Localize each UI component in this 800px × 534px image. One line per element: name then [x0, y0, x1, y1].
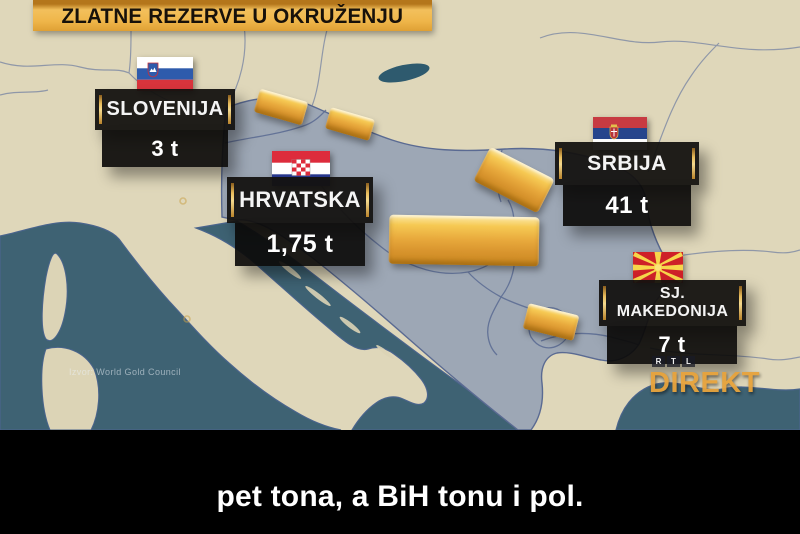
- rtl-letter-block: R: [652, 356, 665, 367]
- rtl-letter-block: L: [682, 356, 695, 367]
- direkt-wordmark: DIREKT: [649, 367, 760, 399]
- rtl-letter-block: T: [667, 356, 680, 367]
- title-banner: ZLATNE REZERVE U OKRUŽENJU: [33, 0, 432, 31]
- map-area: ZLATNE REZERVE U OKRUŽENJU SLOVENIJA 3 t: [0, 0, 800, 430]
- source-note: Izvor: World Gold Council: [69, 367, 181, 377]
- subtitle-band: pet tona, a BiH tonu i pol.: [0, 430, 800, 534]
- page-title: ZLATNE REZERVE U OKRUŽENJU: [61, 5, 404, 28]
- rtl-direkt-logo: R T L DIREKT: [649, 356, 760, 398]
- gold-bar-large-icon: [388, 214, 540, 267]
- rtl-logo-blocks: R T L: [652, 356, 760, 367]
- subtitle-text: pet tona, a BiH tonu i pol.: [216, 480, 584, 513]
